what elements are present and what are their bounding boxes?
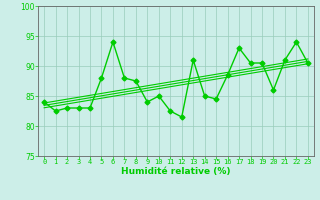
X-axis label: Humidité relative (%): Humidité relative (%) <box>121 167 231 176</box>
